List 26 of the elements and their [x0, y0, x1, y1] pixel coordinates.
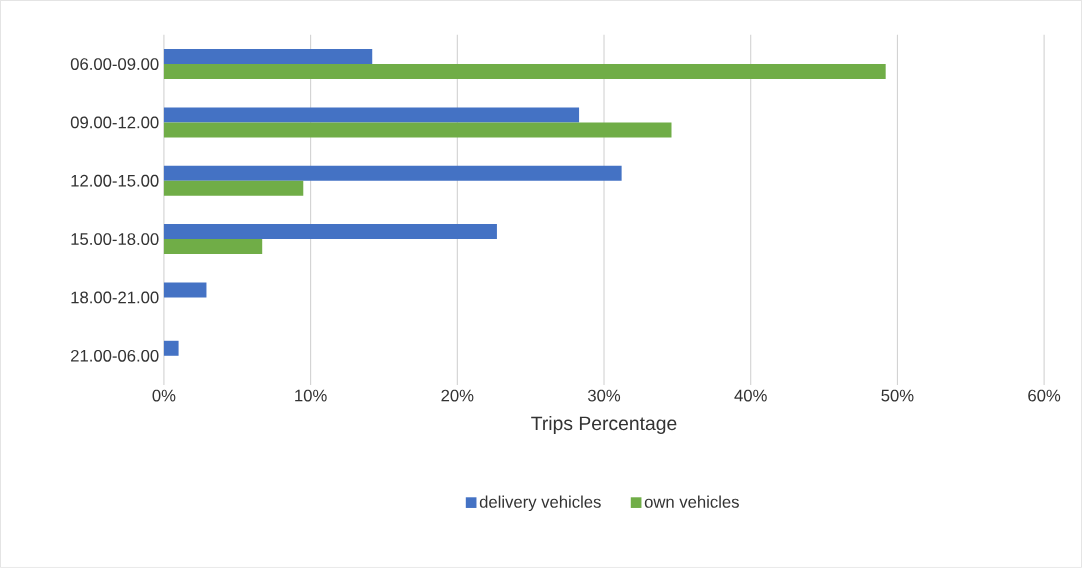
y-tick-label: 09.00-12.00 [70, 116, 159, 129]
x-tick-label: 40% [734, 389, 767, 402]
y-tick-label: 12.00-15.00 [71, 174, 159, 187]
bar [163, 180, 304, 196]
legend-label: own vehicles [644, 495, 739, 508]
x-tick-label: 30% [587, 389, 621, 402]
bar [163, 107, 580, 123]
x-tick-label: 60% [1028, 389, 1061, 402]
legend-label: delivery vehicles [479, 495, 601, 512]
y-tick-label: 18.00-21.00 [71, 291, 159, 304]
y-tick-label: 15.00-18.00 [71, 233, 159, 246]
x-tick-label: 50% [881, 389, 914, 402]
x-tick-label: 20% [441, 389, 474, 402]
y-tick-label: 21.00-06.00 [71, 349, 159, 362]
bar [163, 122, 672, 138]
bar [163, 165, 622, 181]
y-tick-label: 06.00-09.00 [70, 58, 159, 71]
bar [163, 239, 263, 255]
bar [163, 64, 886, 80]
bar [163, 49, 373, 65]
x-tick-label: 10% [295, 389, 327, 402]
bar [163, 340, 179, 356]
x-axis-title: Trips Percentage [531, 416, 677, 435]
x-tick-label: 0% [152, 389, 176, 402]
bar [163, 224, 497, 240]
bar [163, 282, 207, 298]
